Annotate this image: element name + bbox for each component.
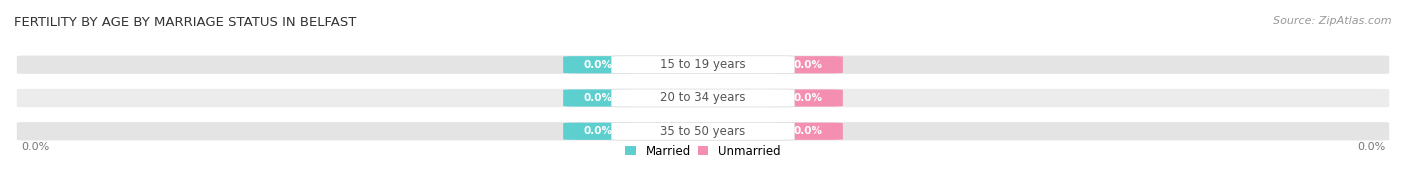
Text: 20 to 34 years: 20 to 34 years [661,92,745,104]
Text: 0.0%: 0.0% [793,60,823,70]
Text: 0.0%: 0.0% [21,142,49,152]
FancyBboxPatch shape [15,87,1391,109]
Text: 0.0%: 0.0% [583,126,613,136]
Text: 0.0%: 0.0% [583,60,613,70]
FancyBboxPatch shape [564,123,633,140]
FancyBboxPatch shape [612,122,794,140]
FancyBboxPatch shape [15,121,1391,142]
FancyBboxPatch shape [612,56,794,74]
FancyBboxPatch shape [15,54,1391,75]
FancyBboxPatch shape [773,123,842,140]
Text: 35 to 50 years: 35 to 50 years [661,125,745,138]
FancyBboxPatch shape [773,56,842,73]
Text: 0.0%: 0.0% [793,93,823,103]
Text: Source: ZipAtlas.com: Source: ZipAtlas.com [1274,16,1392,26]
FancyBboxPatch shape [773,89,842,107]
FancyBboxPatch shape [564,89,633,107]
Text: 0.0%: 0.0% [583,93,613,103]
Text: 15 to 19 years: 15 to 19 years [661,58,745,71]
Text: 0.0%: 0.0% [1357,142,1385,152]
FancyBboxPatch shape [612,89,794,107]
Text: FERTILITY BY AGE BY MARRIAGE STATUS IN BELFAST: FERTILITY BY AGE BY MARRIAGE STATUS IN B… [14,16,357,29]
Text: 0.0%: 0.0% [793,126,823,136]
Legend: Married, Unmarried: Married, Unmarried [623,142,783,160]
FancyBboxPatch shape [564,56,633,73]
